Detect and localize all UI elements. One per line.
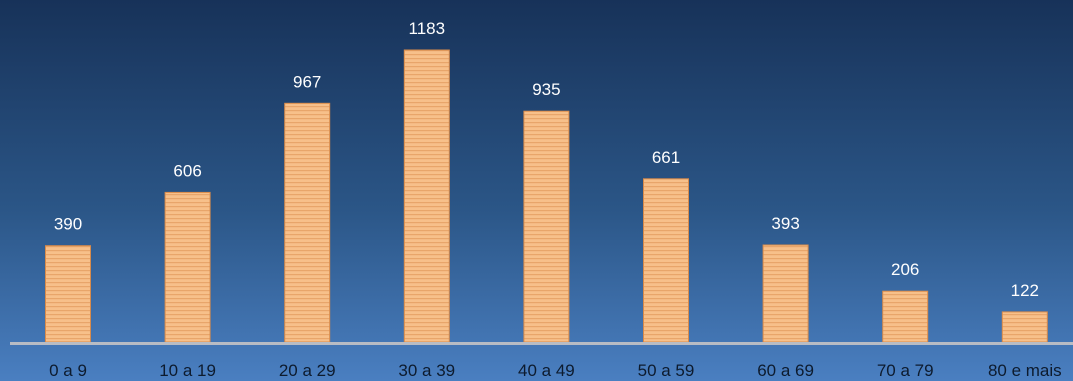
bar-value-label: 1183 xyxy=(409,19,446,38)
x-tick-label: 70 a 79 xyxy=(877,361,934,380)
bar-value-label: 393 xyxy=(771,214,799,233)
bar-value-label: 390 xyxy=(54,215,82,234)
bar-value-label: 661 xyxy=(652,148,680,167)
bar-7 xyxy=(762,244,809,343)
bar-2 xyxy=(164,191,211,343)
bar-value-label: 122 xyxy=(1011,281,1039,300)
x-tick-label: 50 a 59 xyxy=(638,361,695,380)
bar-9 xyxy=(1001,311,1048,343)
x-tick-label: 40 a 49 xyxy=(518,361,575,380)
x-tick-label: 60 a 69 xyxy=(757,361,814,380)
bar-3 xyxy=(284,102,331,343)
x-tick-label: 30 a 39 xyxy=(398,361,455,380)
x-tick-labels-group: 0 a 9 10 a 19 20 a 29 30 a 39 40 a 49 50 a 59… xyxy=(49,361,1062,380)
bars-group xyxy=(45,49,1048,343)
bar-value-label: 606 xyxy=(173,161,201,180)
x-tick-label: 10 a 19 xyxy=(159,361,216,380)
bar-5 xyxy=(523,110,570,343)
bar-6 xyxy=(643,178,689,343)
bar-4 xyxy=(403,49,450,343)
value-labels-group: 390 606 967 1183 935 661 393 206 122 xyxy=(54,19,1039,300)
x-tick-label: 20 a 29 xyxy=(279,361,336,380)
x-tick-label: 80 e mais xyxy=(988,361,1062,380)
bar-8 xyxy=(882,290,929,343)
bar-value-label: 206 xyxy=(891,260,919,279)
bar-value-label: 967 xyxy=(293,72,321,91)
bar-1 xyxy=(45,245,91,343)
bar-value-label: 935 xyxy=(532,80,560,99)
x-tick-label: 0 a 9 xyxy=(49,361,87,380)
